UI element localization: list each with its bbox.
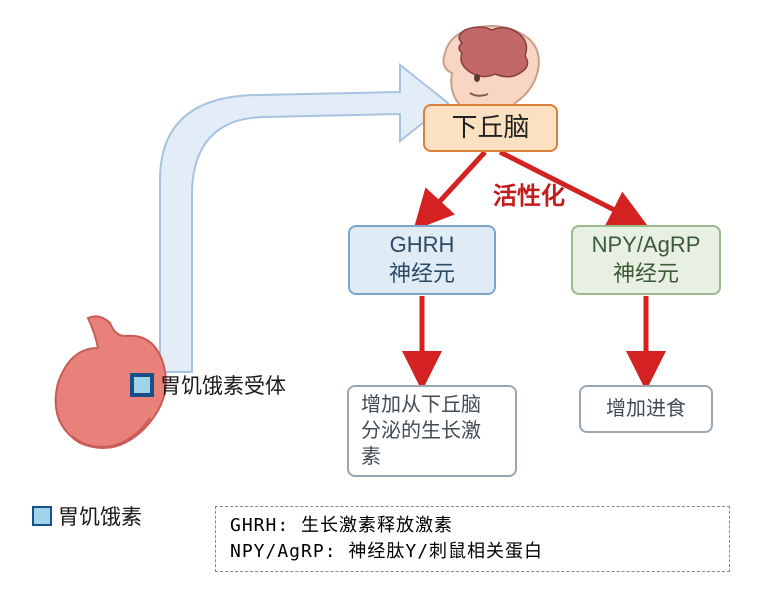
receptor-marker: 胃饥饿素受体 [130,370,286,400]
definition-line-2: NPY/AgRP: 神经肽Y/刺鼠相关蛋白 [230,539,715,565]
activation-label: 活性化 [493,176,565,211]
ghrelin-label: 胃饥饿素 [58,501,142,531]
ghrelin-swatch-icon [32,506,52,526]
feeding-node: 增加进食 [579,385,713,433]
npy-neuron-label: NPY/AgRP 神经元 [592,231,701,288]
npy-neuron-node: NPY/AgRP 神经元 [571,225,721,295]
brain-illustration [430,18,550,113]
gh-secretion-node: 增加从下丘脑 分泌的生长激 素 [347,385,517,477]
hypothalamus-label: 下丘脑 [451,111,529,145]
receptor-swatch-icon [130,373,154,397]
receptor-label: 胃饥饿素受体 [160,370,286,400]
ghrh-neuron-label: GHRH 神经元 [389,231,455,288]
definition-line-1: GHRH: 生长激素释放激素 [230,513,715,539]
ghrelin-legend: 胃饥饿素 [32,501,142,531]
ghrh-neuron-node: GHRH 神经元 [348,225,496,295]
definitions-box: GHRH: 生长激素释放激素 NPY/AgRP: 神经肽Y/刺鼠相关蛋白 [215,506,730,572]
gh-secretion-label: 增加从下丘脑 分泌的生长激 素 [361,392,481,470]
hypothalamus-node: 下丘脑 [423,104,558,152]
feeding-label: 增加进食 [606,396,686,422]
